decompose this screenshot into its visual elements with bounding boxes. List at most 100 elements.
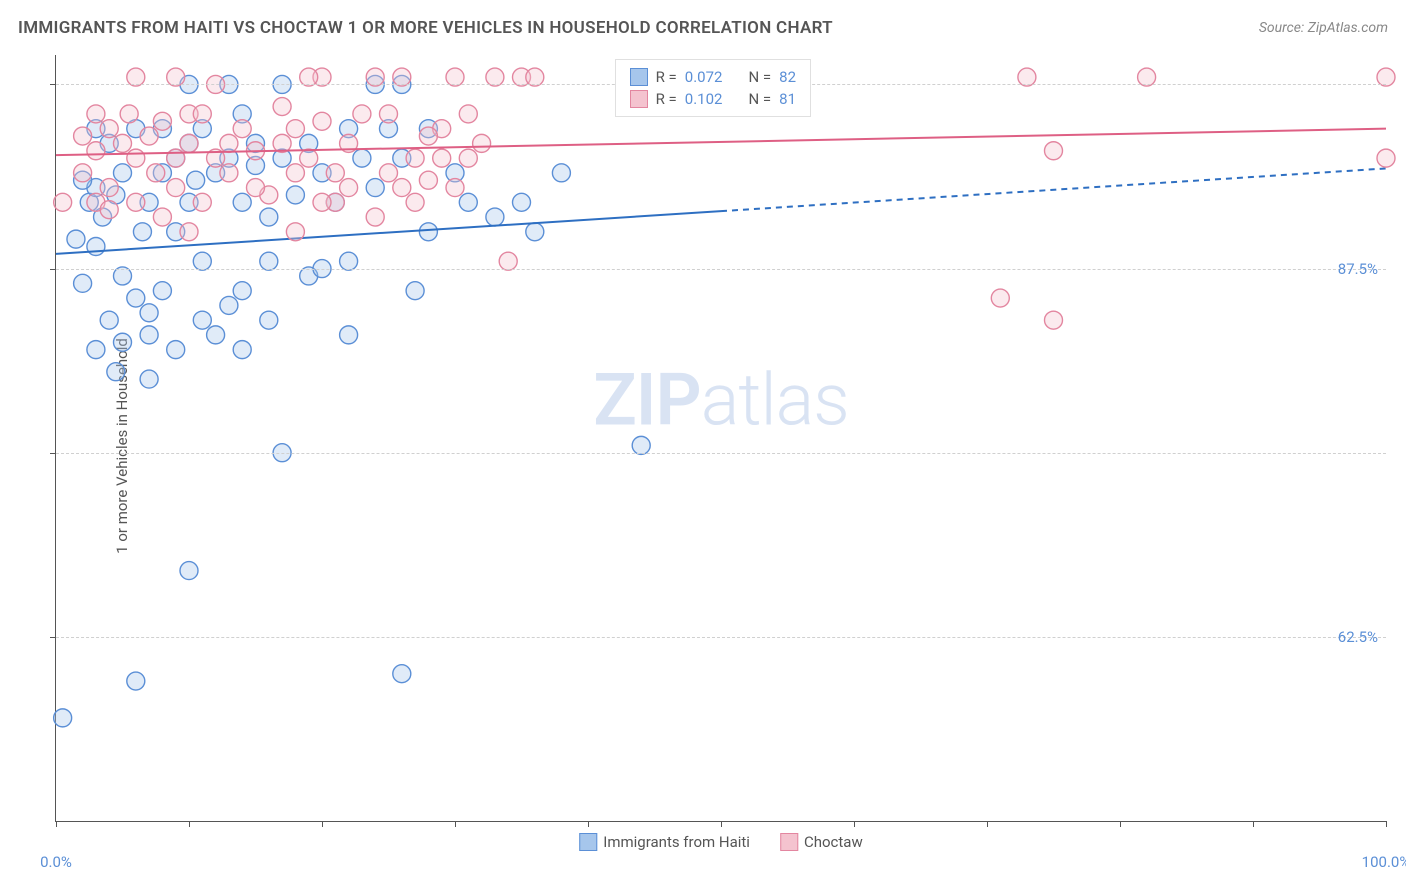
data-point: [473, 134, 491, 152]
data-point: [393, 665, 411, 683]
data-point: [300, 149, 318, 167]
legend-series-label: Immigrants from Haiti: [603, 833, 750, 851]
legend-stats: R =0.072N =82R =0.102N =81: [615, 59, 811, 117]
plot-area: ZIPatlas R =0.072N =82R =0.102N =81 Immi…: [55, 55, 1386, 822]
data-point: [340, 326, 358, 344]
data-point: [120, 105, 138, 123]
data-point: [406, 149, 424, 167]
data-point: [54, 193, 72, 211]
data-point: [632, 436, 650, 454]
data-point: [459, 149, 477, 167]
legend-n-value: 81: [779, 90, 796, 108]
data-point: [1045, 311, 1063, 329]
data-point: [433, 149, 451, 167]
data-point: [167, 179, 185, 197]
data-point: [87, 341, 105, 359]
data-point: [127, 68, 145, 86]
data-point: [153, 282, 171, 300]
legend-swatch-icon: [630, 90, 648, 108]
data-point: [114, 267, 132, 285]
data-point: [180, 562, 198, 580]
y-tick-label: 87.5%: [1338, 260, 1378, 278]
data-point: [167, 341, 185, 359]
data-point: [74, 127, 92, 145]
data-point: [313, 193, 331, 211]
legend-series-label: Choctaw: [804, 833, 863, 851]
data-point: [100, 201, 118, 219]
data-point: [114, 333, 132, 351]
data-point: [393, 179, 411, 197]
data-point: [233, 282, 251, 300]
data-point: [220, 164, 238, 182]
data-point: [260, 208, 278, 226]
data-point: [127, 672, 145, 690]
data-point: [127, 289, 145, 307]
x-tick-label: 100.0%: [1362, 853, 1406, 871]
data-point: [67, 230, 85, 248]
y-tick-label: 62.5%: [1338, 628, 1378, 646]
data-point: [446, 68, 464, 86]
data-point: [233, 341, 251, 359]
data-point: [100, 311, 118, 329]
legend-n-label: N =: [748, 68, 771, 86]
data-point: [1138, 68, 1156, 86]
x-tick-label: 0.0%: [40, 853, 72, 871]
data-point: [286, 120, 304, 138]
data-point: [74, 164, 92, 182]
data-point: [87, 238, 105, 256]
data-point: [419, 127, 437, 145]
legend-stats-row: R =0.072N =82: [630, 66, 796, 88]
data-point: [406, 193, 424, 211]
data-point: [100, 179, 118, 197]
data-point: [326, 164, 344, 182]
data-point: [140, 127, 158, 145]
data-point: [419, 171, 437, 189]
data-point: [87, 105, 105, 123]
data-point: [74, 274, 92, 292]
trend-line-dashed: [721, 168, 1386, 211]
data-point: [187, 171, 205, 189]
data-point: [513, 193, 531, 211]
data-point: [273, 98, 291, 116]
data-point: [147, 164, 165, 182]
data-point: [140, 370, 158, 388]
chart-title: IMMIGRANTS FROM HAITI VS CHOCTAW 1 OR MO…: [18, 18, 833, 38]
legend-n-label: N =: [748, 90, 771, 108]
data-point: [233, 120, 251, 138]
data-point: [459, 105, 477, 123]
data-point: [499, 252, 517, 270]
data-point: [260, 252, 278, 270]
data-point: [526, 223, 544, 241]
data-point: [393, 68, 411, 86]
legend-r-label: R =: [656, 90, 677, 108]
legend-r-value: 0.102: [685, 90, 723, 108]
data-point: [380, 164, 398, 182]
data-point: [366, 179, 384, 197]
data-point: [127, 193, 145, 211]
legend-swatch-icon: [780, 833, 798, 851]
data-point: [486, 208, 504, 226]
data-point: [300, 68, 318, 86]
data-point: [180, 223, 198, 241]
legend-series-item: Immigrants from Haiti: [579, 833, 750, 851]
data-point: [233, 193, 251, 211]
legend-r-label: R =: [656, 68, 677, 86]
data-point: [552, 164, 570, 182]
data-point: [366, 208, 384, 226]
data-point: [459, 193, 477, 211]
data-point: [406, 282, 424, 300]
data-point: [1018, 68, 1036, 86]
data-point: [247, 179, 265, 197]
data-point: [127, 149, 145, 167]
data-point: [87, 142, 105, 160]
data-point: [193, 193, 211, 211]
data-point: [366, 68, 384, 86]
chart-source: Source: ZipAtlas.com: [1259, 20, 1388, 36]
data-point: [193, 105, 211, 123]
data-point: [220, 134, 238, 152]
legend-swatch-icon: [630, 68, 648, 86]
chart-svg: [56, 55, 1386, 821]
data-point: [193, 252, 211, 270]
data-point: [1377, 149, 1395, 167]
data-point: [340, 252, 358, 270]
